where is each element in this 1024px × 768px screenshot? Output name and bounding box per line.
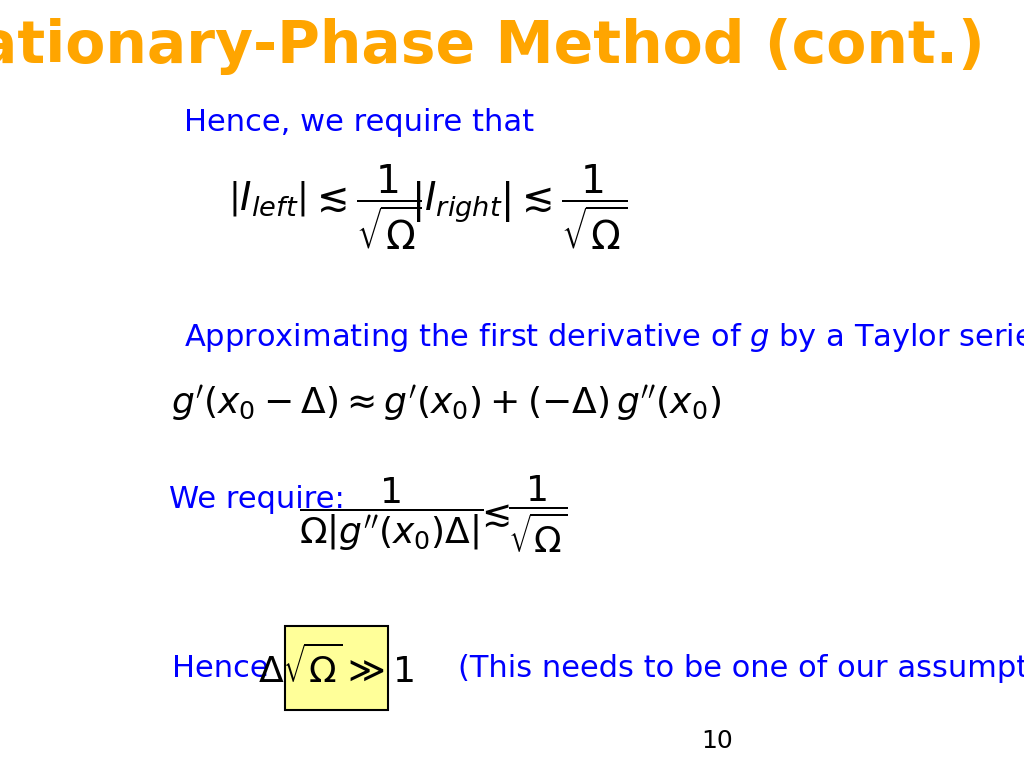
Text: $g'(x_0 - \Delta) \approx g'(x_0) + (-\Delta)\,g''(x_0)$: $g'(x_0 - \Delta) \approx g'(x_0) + (-\D…	[171, 383, 721, 423]
Text: $\lesssim$: $\lesssim$	[474, 498, 510, 531]
Text: Stationary-Phase Method (cont.): Stationary-Phase Method (cont.)	[0, 18, 985, 74]
Text: (This needs to be one of our assumptions.): (This needs to be one of our assumptions…	[459, 654, 1024, 683]
Text: Hence, we require that: Hence, we require that	[184, 108, 535, 137]
Text: $\left|I_{right}\right| \lesssim \dfrac{1}{\sqrt{\Omega}}$: $\left|I_{right}\right| \lesssim \dfrac{…	[412, 163, 628, 252]
Text: We require:: We require:	[170, 485, 345, 514]
Text: 10: 10	[700, 729, 732, 753]
FancyBboxPatch shape	[285, 626, 388, 710]
Text: $\left|I_{left}\right| \lesssim \dfrac{1}{\sqrt{\Omega}}$: $\left|I_{left}\right| \lesssim \dfrac{1…	[227, 163, 421, 252]
Text: $\Delta\sqrt{\Omega} \gg 1$: $\Delta\sqrt{\Omega} \gg 1$	[258, 646, 415, 690]
Text: Approximating the first derivative of $g$ by a Taylor series,: Approximating the first derivative of $g…	[184, 322, 1024, 354]
Text: Hence: Hence	[172, 654, 269, 683]
Text: $\dfrac{1}{\sqrt{\Omega}}$: $\dfrac{1}{\sqrt{\Omega}}$	[508, 474, 567, 555]
Text: $\dfrac{1}{\Omega\left|g^{\prime\prime}(x_0)\Delta\right|}$: $\dfrac{1}{\Omega\left|g^{\prime\prime}(…	[299, 476, 483, 553]
